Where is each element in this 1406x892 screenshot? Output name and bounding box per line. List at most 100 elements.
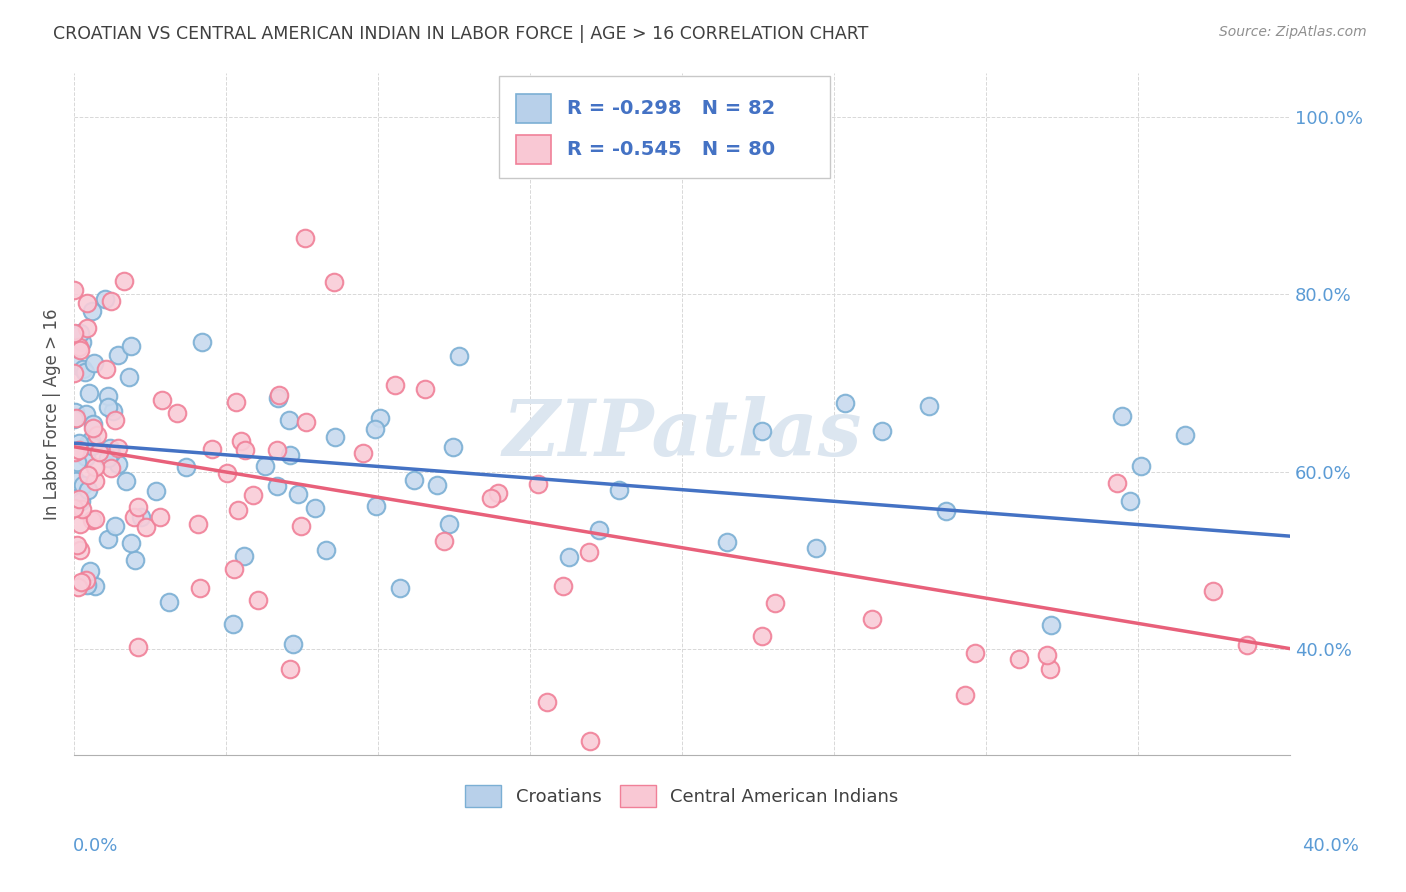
Point (103, 413, 125, 427)
Point (66, 455, 89, 469)
Point (578, 545, 600, 559)
Point (283, 637, 305, 651)
Point (1111, 409, 1133, 423)
Point (536, 695, 558, 709)
Point (246, 592, 269, 607)
Point (437, 516, 460, 531)
Point (63, 326, 86, 340)
Point (441, 441, 464, 455)
Point (384, 378, 406, 392)
Point (82, 417, 104, 431)
Point (364, 500, 387, 514)
Point (553, 579, 575, 593)
Point (97, 450, 120, 465)
Point (751, 424, 773, 438)
Point (294, 231, 316, 245)
Point (364, 422, 387, 436)
Point (188, 581, 211, 595)
Point (63, 359, 86, 373)
Point (127, 640, 149, 654)
Point (751, 629, 773, 643)
Point (479, 491, 502, 505)
Point (294, 416, 316, 430)
Point (557, 549, 579, 564)
Point (1130, 459, 1153, 474)
Point (100, 460, 122, 475)
Point (98, 442, 121, 456)
Point (97, 389, 120, 403)
Point (149, 510, 172, 524)
Point (107, 441, 129, 455)
Legend: Croatians, Central American Indians: Croatians, Central American Indians (458, 778, 905, 814)
Point (84, 578, 107, 592)
Point (124, 552, 146, 566)
Point (278, 413, 301, 427)
Point (413, 383, 436, 397)
Point (63, 405, 86, 419)
Point (834, 396, 856, 410)
Point (1107, 476, 1129, 491)
Text: R = -0.298   N = 82: R = -0.298 N = 82 (567, 99, 775, 118)
Point (86, 427, 108, 442)
Point (67, 492, 90, 507)
Point (486, 485, 509, 500)
Point (135, 519, 157, 533)
Point (97, 533, 120, 547)
Point (67, 443, 90, 458)
Point (304, 501, 326, 516)
Point (1236, 638, 1258, 652)
Point (80, 513, 103, 527)
Point (763, 596, 786, 610)
Point (75, 450, 97, 465)
Point (1007, 652, 1029, 666)
Point (447, 349, 470, 363)
Point (104, 518, 127, 533)
Point (83, 511, 105, 525)
Point (323, 430, 346, 444)
Point (75, 407, 97, 421)
Point (187, 517, 209, 532)
Point (77, 483, 100, 497)
Point (80, 433, 103, 447)
Point (76, 321, 98, 335)
Point (402, 473, 425, 487)
Point (323, 275, 346, 289)
Point (80, 439, 103, 453)
Point (67, 435, 90, 450)
Point (860, 612, 883, 626)
Point (66, 537, 89, 551)
Point (101, 404, 124, 418)
Point (122, 509, 145, 524)
Point (191, 334, 214, 349)
Point (72, 362, 94, 376)
Text: Source: ZipAtlas.com: Source: ZipAtlas.com (1219, 25, 1367, 39)
Point (1174, 427, 1197, 442)
Point (253, 459, 276, 474)
Point (84, 460, 107, 475)
Point (174, 459, 197, 474)
Point (716, 535, 738, 549)
Point (70, 334, 93, 349)
Point (66, 580, 89, 594)
Point (69, 543, 91, 558)
Point (84, 474, 107, 488)
Point (278, 448, 301, 462)
Point (1202, 584, 1225, 599)
Point (80, 303, 103, 318)
Point (222, 617, 245, 632)
Point (225, 394, 247, 409)
Point (222, 562, 245, 576)
Point (806, 541, 828, 555)
Point (267, 391, 290, 405)
Point (953, 688, 976, 702)
Point (166, 405, 188, 419)
Point (75, 573, 97, 587)
Point (267, 388, 290, 402)
Point (69, 343, 91, 357)
Point (72, 478, 94, 492)
Point (89, 445, 111, 459)
Point (120, 536, 142, 550)
Point (63, 445, 86, 459)
Point (65, 474, 87, 488)
Point (96, 362, 118, 376)
